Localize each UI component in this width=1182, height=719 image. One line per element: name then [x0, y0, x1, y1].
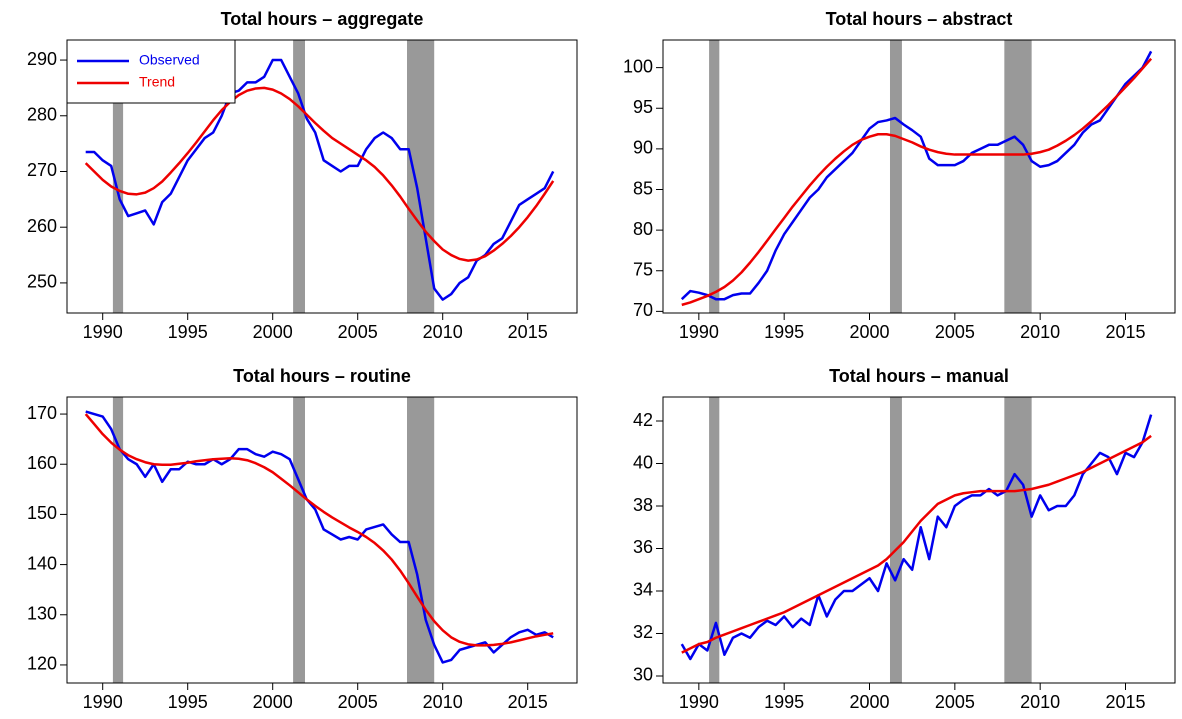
series-line [680, 414, 1153, 661]
y-tick-label: 95 [633, 97, 653, 117]
x-tick-label: 2015 [508, 692, 548, 712]
y-tick-label: 34 [633, 580, 653, 600]
x-tick-label: 2000 [253, 322, 293, 342]
recession-band [112, 40, 124, 313]
y-tick-label: 130 [27, 604, 57, 624]
series-line [681, 57, 1153, 307]
y-tick-label: 30 [633, 665, 653, 685]
y-tick-label: 36 [633, 537, 653, 557]
x-tick-label: 1990 [83, 322, 123, 342]
recession-band [1004, 40, 1032, 313]
x-tick-label: 1990 [679, 322, 719, 342]
legend-box [66, 39, 236, 104]
x-tick-label: 1990 [679, 692, 719, 712]
x-tick-label: 1995 [764, 322, 804, 342]
y-tick-label: 250 [27, 272, 57, 292]
series-line [84, 413, 554, 647]
y-tick-label: 40 [633, 452, 653, 472]
recession-band [112, 397, 124, 683]
y-tick-label: 80 [633, 219, 653, 239]
x-tick-label: 2010 [423, 322, 463, 342]
series-line [680, 50, 1153, 301]
plot-box [66, 39, 578, 314]
recession-band [407, 40, 435, 313]
x-tick-label: 2015 [508, 322, 548, 342]
x-tick-label: 2000 [849, 692, 889, 712]
panel-title: Total hours – routine [233, 366, 411, 386]
panel-title: Total hours – manual [829, 366, 1009, 386]
x-tick-label: 2005 [935, 322, 975, 342]
recession-band [293, 397, 305, 683]
plot-box [662, 396, 1176, 684]
y-tick-label: 170 [27, 403, 57, 423]
recession-band [293, 40, 305, 313]
recession-band [1004, 397, 1032, 683]
y-tick-label: 42 [633, 410, 653, 430]
plot-box [66, 396, 578, 684]
panel-title: Total hours – aggregate [221, 9, 424, 29]
recession-band [889, 397, 902, 683]
y-tick-label: 120 [27, 654, 57, 674]
recession-band [709, 397, 720, 683]
y-tick-label: 260 [27, 216, 57, 236]
panel-title: Total hours – abstract [826, 9, 1013, 29]
series-line [681, 434, 1152, 654]
plot-box [662, 39, 1176, 314]
x-tick-label: 2005 [338, 692, 378, 712]
series-line [85, 58, 555, 301]
legend-label: Observed [139, 52, 200, 68]
recession-band [709, 40, 720, 313]
series-line [85, 410, 554, 664]
x-tick-label: 2005 [338, 322, 378, 342]
x-tick-label: 2015 [1105, 322, 1145, 342]
y-tick-label: 70 [633, 300, 653, 320]
y-tick-label: 75 [633, 260, 653, 280]
recession-band [889, 40, 902, 313]
y-tick-label: 90 [633, 138, 653, 158]
x-tick-label: 2000 [849, 322, 889, 342]
y-tick-label: 100 [623, 56, 653, 76]
series-line [84, 86, 555, 262]
y-tick-label: 150 [27, 503, 57, 523]
x-tick-label: 2010 [1020, 322, 1060, 342]
y-tick-label: 280 [27, 105, 57, 125]
x-tick-label: 2010 [423, 692, 463, 712]
y-tick-label: 85 [633, 178, 653, 198]
x-tick-label: 1995 [168, 322, 208, 342]
x-tick-label: 1995 [764, 692, 804, 712]
x-tick-label: 1990 [83, 692, 123, 712]
x-tick-label: 2000 [253, 692, 293, 712]
y-tick-label: 160 [27, 453, 57, 473]
y-tick-label: 38 [633, 495, 653, 515]
recession-band [407, 397, 435, 683]
x-tick-label: 2010 [1020, 692, 1060, 712]
y-tick-label: 290 [27, 49, 57, 69]
y-tick-label: 140 [27, 553, 57, 573]
legend-label: Trend [139, 74, 175, 90]
x-tick-label: 2015 [1105, 692, 1145, 712]
y-tick-label: 32 [633, 622, 653, 642]
x-tick-label: 2005 [935, 692, 975, 712]
y-tick-label: 270 [27, 160, 57, 180]
x-tick-label: 1995 [168, 692, 208, 712]
